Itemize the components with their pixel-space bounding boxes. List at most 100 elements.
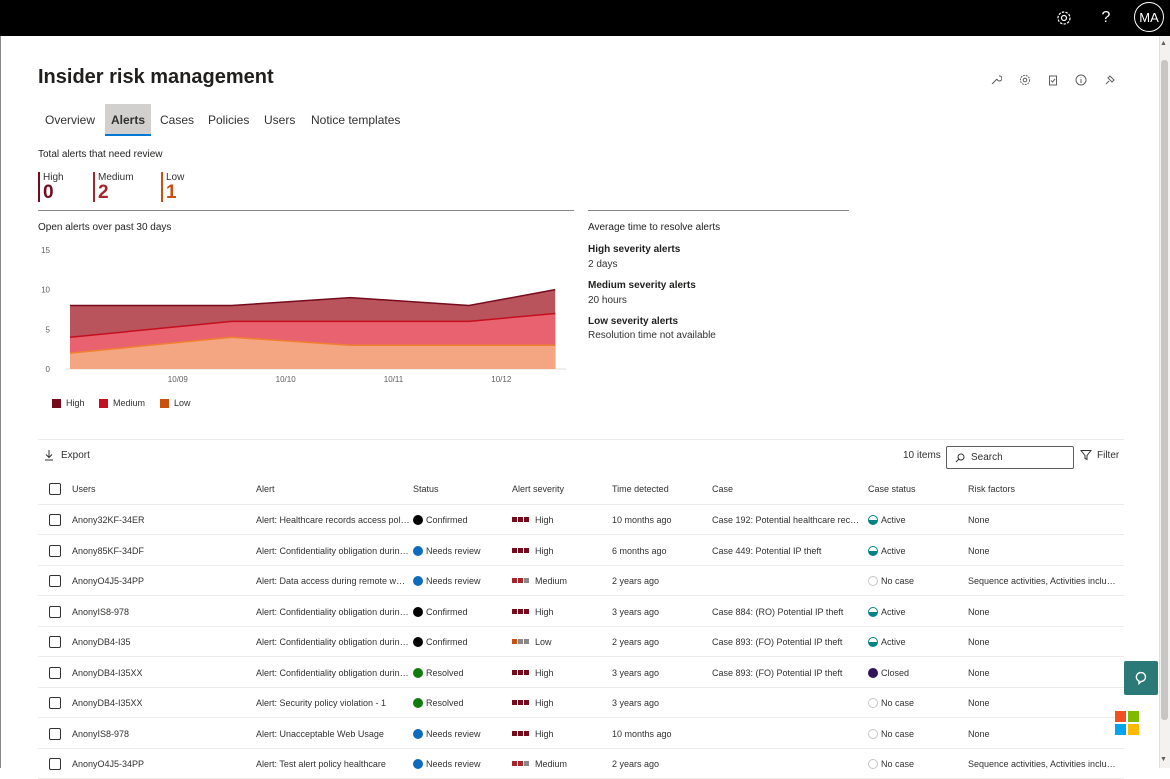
legend-high[interactable]: High (52, 398, 85, 408)
user-cell[interactable]: AnonyIS8-978 (72, 728, 130, 739)
risk-factors-cell: None (968, 606, 990, 617)
case-cell[interactable] (712, 688, 862, 718)
tab-notice-templates[interactable]: Notice templates (311, 113, 401, 127)
user-cell[interactable]: AnonyDB4-I35 (72, 637, 131, 647)
select-all-checkbox[interactable] (49, 483, 61, 495)
status-text: Confirmed (426, 637, 468, 647)
low-count[interactable]: Low 1 (161, 172, 184, 203)
alert-cell[interactable]: Alert: Data access during remote work... (256, 576, 410, 586)
line-low (69, 336, 556, 354)
severity-cell: High (512, 658, 608, 688)
severity-square-icon (518, 700, 523, 705)
case-cell[interactable] (712, 719, 862, 749)
export-button[interactable]: Export (44, 449, 90, 461)
tab-policies[interactable]: Policies (208, 113, 250, 127)
search-input[interactable]: Search (946, 446, 1074, 469)
col-risk-factors[interactable]: Risk factors (968, 484, 1016, 494)
user-cell[interactable]: AnonyO4J5-34PP (72, 576, 145, 586)
table-row[interactable]: AnonyDB4-I35XX Alert: Security policy vio… (38, 688, 1124, 718)
row-checkbox[interactable] (49, 605, 61, 618)
table-row[interactable]: AnonyO4J5-34PP Alert: Test alert policy h… (38, 749, 1124, 779)
row-checkbox[interactable] (49, 758, 61, 770)
col-alert-severity[interactable]: Alert severity (512, 484, 565, 494)
row-checkbox[interactable] (49, 697, 61, 709)
severity-text: High (535, 515, 554, 525)
user-cell[interactable]: Anony85KF-34DF (72, 545, 145, 556)
clipboard-icon[interactable] (1046, 73, 1060, 87)
col-alert[interactable]: Alert (256, 484, 275, 494)
pin-icon[interactable] (1103, 73, 1117, 87)
gear-icon[interactable] (1054, 8, 1074, 28)
high-bar (38, 172, 40, 202)
row-checkbox[interactable] (49, 636, 61, 648)
user-cell[interactable]: AnonyDB4-I35XX (72, 698, 143, 708)
row-checkbox[interactable] (49, 575, 61, 587)
col-status[interactable]: Status (413, 484, 439, 494)
high-count[interactable]: High 0 (38, 172, 64, 203)
user-cell[interactable]: AnonyDB4-I35XX (72, 667, 143, 678)
scrollbar-thumb[interactable] (1161, 60, 1168, 720)
tab-users[interactable]: Users (264, 113, 296, 127)
case-cell[interactable]: Case 893: (FO) Potential IP theft (712, 667, 843, 678)
tab-alerts[interactable]: Alerts (105, 104, 152, 136)
alert-cell[interactable]: Alert: Healthcare records access policy (256, 515, 410, 525)
status-cell: Confirmed (413, 505, 509, 535)
col-users[interactable]: Users (72, 484, 96, 494)
help-icon[interactable]: ? (1101, 9, 1111, 26)
legend-low-label: Low (174, 398, 191, 408)
scroll-down-icon[interactable]: ▼ (1160, 756, 1167, 763)
case-cell[interactable]: Case 893: (FO) Potential IP theft (712, 637, 843, 647)
divider-chart (38, 210, 574, 211)
tab-cases[interactable]: Cases (160, 113, 195, 127)
settings-icon[interactable] (1018, 73, 1032, 87)
row-checkbox[interactable] (49, 666, 61, 679)
row-checkbox[interactable] (49, 727, 61, 740)
col-case-status[interactable]: Case status (868, 484, 916, 494)
alert-cell[interactable]: Alert: Security policy violation - 1 (256, 698, 387, 708)
col-case[interactable]: Case (712, 484, 734, 494)
status-dot-icon (413, 667, 423, 678)
case-cell[interactable]: Case 884: (RO) Potential IP theft (712, 606, 844, 617)
severity-text: High (535, 606, 554, 617)
table-row[interactable]: AnonyIS8-978 Alert: Confidentiality oblig… (38, 597, 1124, 627)
alert-cell[interactable]: Alert: Confidentiality obligation during… (256, 606, 410, 617)
alert-cell[interactable]: Alert: Confidentiality obligation during… (256, 637, 410, 647)
case-cell[interactable] (712, 749, 862, 779)
info-icon[interactable] (1074, 73, 1088, 87)
status-text: Confirmed (426, 606, 468, 617)
case-cell[interactable]: Case 192: Potential healthcare records..… (712, 515, 862, 525)
row-checkbox[interactable] (49, 514, 61, 526)
table-row[interactable]: Anony32KF-34ER Alert: Healthcare records … (38, 505, 1124, 535)
legend-low[interactable]: Low (160, 398, 191, 408)
alert-cell[interactable]: Alert: Confidentiality obligation during… (256, 545, 410, 556)
table-row[interactable]: AnonyDB4-I35 Alert: Confidentiality oblig… (38, 627, 1124, 657)
case-cell[interactable] (712, 566, 862, 596)
user-cell[interactable]: AnonyO4J5-34PP (72, 759, 145, 769)
help-chat-icon[interactable] (1124, 661, 1158, 695)
legend-medium[interactable]: Medium (99, 398, 145, 408)
table-row[interactable]: AnonyIS8-978 Alert: Unacceptable Web Usag… (38, 719, 1124, 749)
table-row[interactable]: AnonyO4J5-34PP Alert: Data access during … (38, 566, 1124, 596)
search-placeholder: Search (971, 452, 1003, 463)
case-cell[interactable]: Case 449: Potential IP theft (712, 545, 822, 556)
table-row[interactable]: Anony85KF-34DF Alert: Confidentiality obl… (38, 536, 1124, 566)
time-detected-cell: 2 years ago (612, 759, 660, 769)
alert-cell[interactable]: Alert: Confidentiality obligation during… (256, 667, 410, 678)
table-row[interactable]: AnonyDB4-I35XX Alert: Confidentiality obl… (38, 658, 1124, 688)
row-checkbox[interactable] (49, 544, 61, 557)
avatar[interactable]: MA (1134, 2, 1164, 32)
wrench-icon[interactable] (989, 73, 1003, 87)
y-tick-label: 15 (41, 246, 50, 255)
tab-overview[interactable]: Overview (45, 113, 96, 127)
alert-cell[interactable]: Alert: Unacceptable Web Usage (256, 728, 384, 739)
user-cell[interactable]: AnonyIS8-978 (72, 606, 130, 617)
medium-count[interactable]: Medium 2 (93, 172, 134, 203)
severity-square-icon (512, 730, 517, 736)
severity-cell: Medium (512, 566, 608, 596)
time-detected-cell: 6 months ago (612, 545, 667, 556)
user-cell[interactable]: Anony32KF-34ER (72, 515, 145, 525)
alert-cell[interactable]: Alert: Test alert policy healthcare (256, 759, 386, 769)
scroll-up-icon[interactable]: ▲ (1160, 40, 1167, 47)
filter-button[interactable]: Filter (1080, 449, 1119, 461)
col-time-detected[interactable]: Time detected (612, 484, 669, 494)
